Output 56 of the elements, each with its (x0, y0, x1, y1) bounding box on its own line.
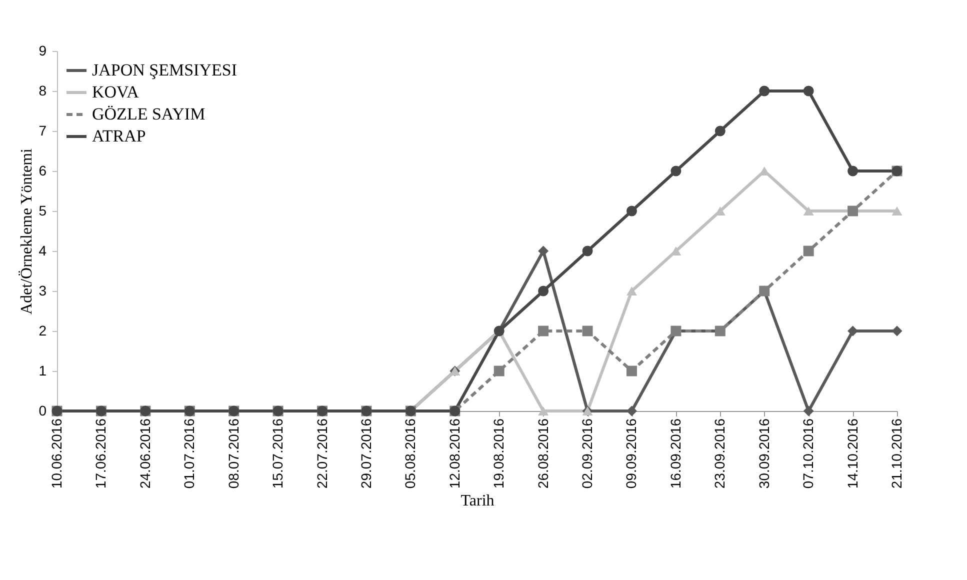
y-tick-label: 5 (38, 202, 47, 218)
y-tick-label: 8 (38, 82, 47, 98)
x-tick-label: 22.07.2016 (314, 418, 330, 489)
point (803, 246, 814, 256)
y-tick-label: 3 (38, 282, 47, 298)
point (803, 406, 814, 416)
y-axis-title: Adet/Örnekleme Yöntemi (18, 148, 36, 315)
x-tick-label: 19.08.2016 (490, 418, 507, 489)
point (803, 86, 814, 96)
x-tick-label: 21.10.2016 (888, 418, 904, 489)
x-tick-label: 29.07.2016 (358, 418, 374, 489)
x-tick-label: 10.06.2016 (48, 418, 64, 489)
point (714, 126, 726, 136)
point (626, 206, 637, 216)
point (582, 246, 593, 256)
y-tick-label: 6 (38, 162, 47, 178)
point (759, 86, 770, 96)
point (538, 246, 549, 256)
point (670, 166, 682, 176)
x-tick-label: 02.09.2016 (579, 418, 596, 489)
x-tick-label: 05.08.2016 (402, 418, 418, 489)
y-tick-label: 9 (38, 42, 47, 58)
x-tick-label: 30.09.2016 (756, 418, 772, 489)
y-tick-label: 1 (38, 362, 47, 378)
x-tick-label: 01.07.2016 (181, 418, 198, 489)
x-tick-label: 12.08.2016 (446, 418, 462, 489)
x-tick-label: 15.07.2016 (270, 418, 286, 489)
x-tick-label: 16.09.2016 (667, 418, 684, 489)
y-tick-label: 2 (38, 322, 47, 338)
point (803, 206, 814, 216)
x-tick-label: 14.10.2016 (844, 418, 860, 489)
point (494, 366, 504, 376)
point (848, 166, 858, 176)
x-tick-label: 17.06.2016 (92, 418, 109, 489)
y-tick-label: 7 (38, 122, 47, 138)
x-tick-label: 09.09.2016 (623, 418, 640, 489)
x-tick-label: 24.06.2016 (136, 418, 153, 489)
point (538, 326, 549, 336)
point (892, 326, 902, 336)
point (538, 286, 549, 296)
x-tick-label: 08.07.2016 (225, 418, 242, 489)
legend-label: KOVA (92, 82, 140, 102)
x-tick-label: 23.09.2016 (712, 418, 728, 489)
x-tick-label: 26.08.2016 (534, 418, 551, 489)
legend-label: GÖZLE SAYIM (92, 104, 206, 124)
legend-label: ATRAP (92, 126, 146, 146)
y-tick-label: 0 (38, 402, 47, 418)
point (582, 326, 593, 336)
point (892, 206, 902, 216)
point (538, 406, 549, 416)
y-tick-label: 4 (38, 242, 47, 258)
x-tick-label: 07.10.2016 (800, 418, 816, 489)
point (626, 286, 637, 296)
x-axis-title: Tarih (460, 492, 494, 510)
legend-label: JAPON ŞEMSIYESI (92, 60, 238, 80)
point (626, 366, 637, 376)
